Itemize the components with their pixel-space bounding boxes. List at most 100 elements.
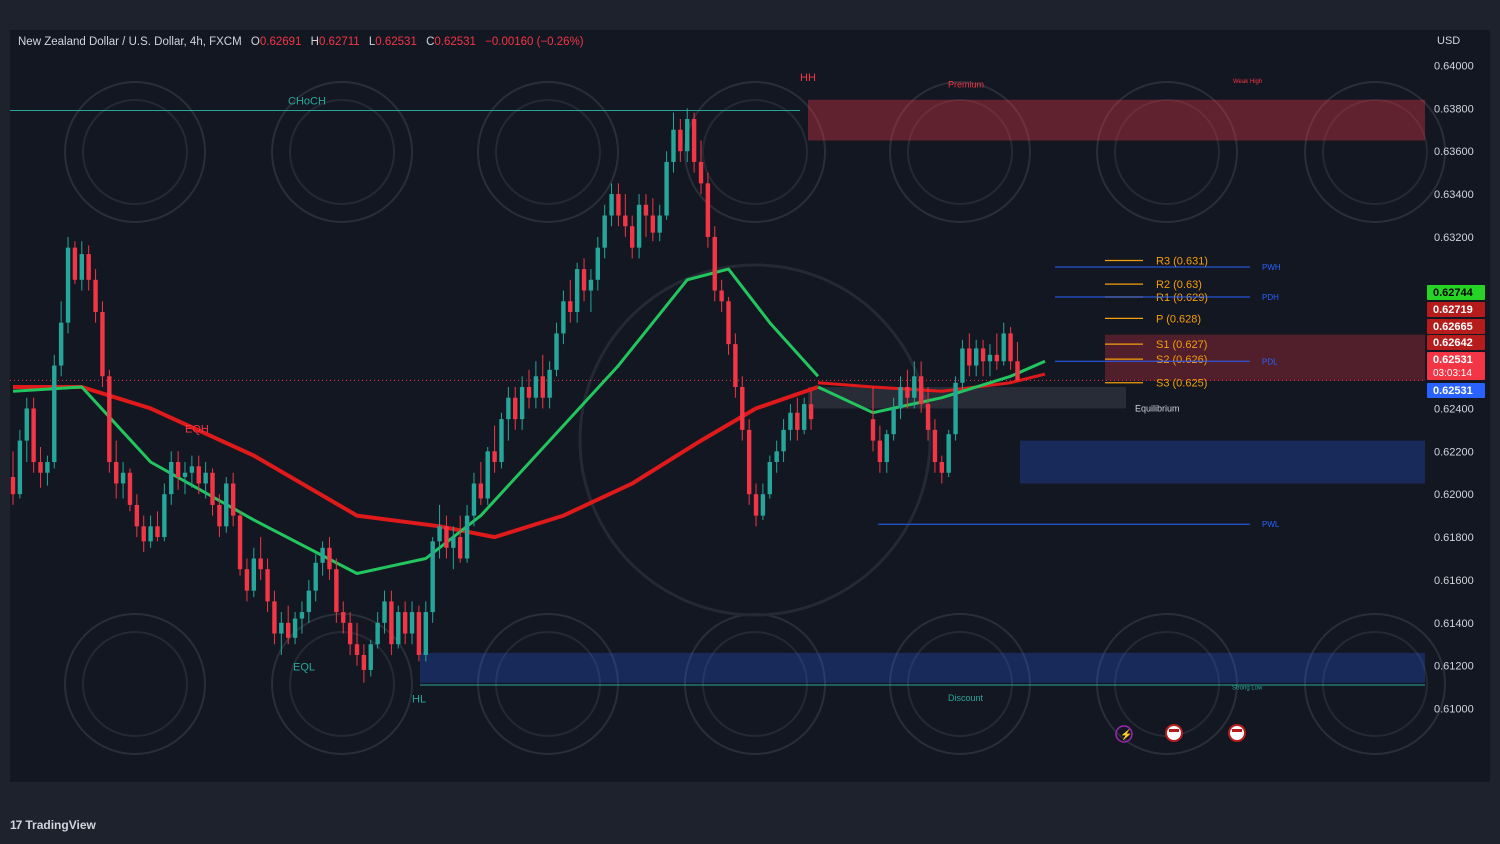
price-tag xyxy=(1427,335,1485,350)
candle-body xyxy=(224,483,229,527)
candle-body xyxy=(354,644,360,655)
candle-body xyxy=(196,466,201,484)
candle-body xyxy=(45,462,50,473)
candle-body xyxy=(891,408,896,435)
candle-body xyxy=(402,612,408,634)
candle-body xyxy=(478,483,484,499)
chart-pane[interactable]: R3 (0.631) R2 (0.63) R1 (0.629) P (0.628) S1… xyxy=(10,30,1490,801)
symbol-legend[interactable]: New Zealand Dollar / U.S. Dollar, 4h, FX… xyxy=(18,36,584,48)
watermark-emblem-icon xyxy=(64,81,206,223)
zone-label: Premium xyxy=(948,80,984,90)
watermark-ring-icon xyxy=(1322,631,1428,737)
structure-label: EQL xyxy=(293,661,315,673)
candle-body xyxy=(1008,333,1013,362)
candle-body xyxy=(93,279,98,312)
watermark-ring-icon xyxy=(82,631,188,737)
price-tick-label: 0.62000 xyxy=(1434,489,1474,501)
watermark-ring-icon xyxy=(495,99,601,205)
lightning-event-icon xyxy=(1115,725,1133,743)
candle-body xyxy=(698,161,704,184)
zones-layer xyxy=(420,99,1425,683)
price-tag xyxy=(1427,352,1485,380)
candle-body xyxy=(939,462,944,473)
price-tag-value: 0.62642 xyxy=(1433,337,1473,349)
candle-body xyxy=(602,215,607,248)
candle-body xyxy=(760,494,766,516)
candle-body xyxy=(382,601,387,623)
candle-body xyxy=(237,515,243,570)
pivot-label: S3 (0.625) xyxy=(1156,378,1207,390)
pivot-label: P (0.628) xyxy=(1156,313,1201,325)
candle-body xyxy=(52,365,57,463)
candle-body xyxy=(994,354,1000,362)
price-tag-value: 0.62531 xyxy=(1433,385,1473,397)
candle-body xyxy=(361,654,367,670)
candle-body xyxy=(72,247,78,280)
price-tags: 0.62744 0.62719 0.62665 0.62642 0.62531 03:03… xyxy=(1427,285,1485,398)
close-value: 0.62531 xyxy=(434,36,476,48)
candle-body xyxy=(1015,361,1020,381)
candle-body xyxy=(870,419,876,441)
candle-body xyxy=(286,622,291,638)
event-icons[interactable]: ⚡ xyxy=(1115,724,1246,743)
open-value: 0.62691 xyxy=(259,36,302,48)
candle-body xyxy=(306,590,312,613)
ema-layer xyxy=(12,267,1046,575)
candle-body xyxy=(313,562,318,591)
pivot-label: S1 (0.627) xyxy=(1156,339,1207,351)
candle-body xyxy=(568,301,573,312)
candle-body xyxy=(746,429,752,495)
candle-body xyxy=(169,462,174,495)
tradingview-logo[interactable]: 17 TradingView xyxy=(10,818,96,832)
candle-body xyxy=(464,515,470,559)
candle-body xyxy=(657,215,662,233)
candle-body xyxy=(616,194,621,216)
price-tick-label: 0.64000 xyxy=(1434,60,1474,72)
price-axis[interactable]: 0.64000 0.63800 0.63600 0.63400 0.63200 0.624… xyxy=(1434,60,1474,715)
candle-body xyxy=(471,483,477,516)
ema-slow-line-right xyxy=(817,372,1046,393)
price-tag xyxy=(1427,383,1485,398)
price-tag xyxy=(1427,285,1485,300)
candle-body xyxy=(630,226,635,248)
candle-body xyxy=(451,537,456,548)
watermark-emblem-icon xyxy=(684,81,826,223)
price-tag-value: 0.62744 xyxy=(1433,287,1474,299)
price-tag xyxy=(1427,302,1485,317)
candle-body xyxy=(292,618,298,638)
candle-body xyxy=(925,404,931,430)
price-tick-label: 0.62400 xyxy=(1434,403,1474,415)
currency-label[interactable]: USD xyxy=(1437,35,1461,47)
candle-body xyxy=(210,472,215,505)
candle-body xyxy=(396,612,401,645)
open-label: O xyxy=(250,36,260,48)
level-label: PWH xyxy=(1262,263,1281,272)
candle-body xyxy=(623,215,628,227)
watermark-ring-icon xyxy=(1114,631,1220,737)
candle-body xyxy=(691,119,697,162)
candle-body xyxy=(299,612,305,619)
price-tag xyxy=(1427,319,1485,334)
candle-body xyxy=(148,526,153,542)
candle-body xyxy=(513,397,518,420)
candle-body xyxy=(375,622,380,645)
price-tick-label: 0.63600 xyxy=(1434,146,1474,158)
low-value: 0.62531 xyxy=(375,36,417,48)
symbol-title[interactable]: New Zealand Dollar / U.S. Dollar, 4h, FX… xyxy=(18,36,242,48)
price-tag-value: 0.62719 xyxy=(1433,304,1473,316)
watermark-emblem-icon xyxy=(1304,81,1446,223)
candle-body xyxy=(341,612,346,623)
candle-body xyxy=(203,472,208,484)
price-tick-label: 0.63400 xyxy=(1434,189,1474,201)
candle-body xyxy=(960,348,965,383)
candle-body xyxy=(17,440,23,495)
candle-body xyxy=(114,462,119,484)
price-chart[interactable]: R3 (0.631) R2 (0.63)R1 (0.629) P (0.628) S1… xyxy=(10,30,1490,801)
ema-slow-line xyxy=(13,385,819,540)
price-tick-label: 0.63200 xyxy=(1434,232,1474,244)
candle-body xyxy=(595,247,600,280)
demand-zone xyxy=(1020,440,1425,484)
us-flag-event-icon xyxy=(1165,724,1183,742)
structure-label: HL xyxy=(412,694,426,706)
